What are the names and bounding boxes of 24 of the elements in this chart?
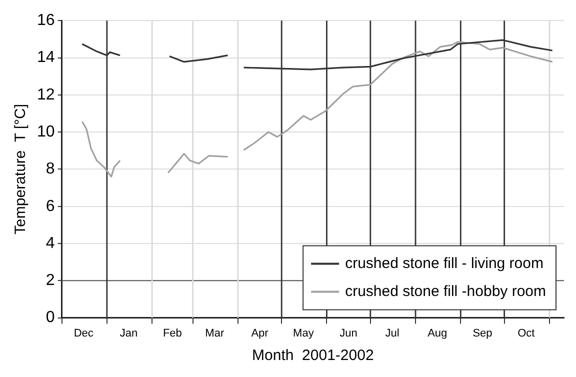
y-tick-label: 14 — [37, 49, 55, 66]
x-tick-label: May — [293, 327, 314, 340]
y-tick-label: 4 — [46, 234, 55, 252]
x-tick-label: Mar — [205, 327, 224, 340]
y-tick-label: 16 — [37, 12, 55, 30]
x-tick-label: Feb — [162, 327, 182, 340]
y-axis-title: Temperature T [°C] — [12, 104, 30, 234]
legend-label: crushed stone fill -hobby room — [345, 282, 546, 300]
x-tick-label: Jul — [385, 327, 400, 340]
legend-label: crushed stone fill - living room — [345, 254, 544, 272]
x-tick-label: Jan — [120, 327, 138, 340]
y-tick-label: 12 — [37, 86, 55, 104]
x-tick-label: Sep — [472, 327, 492, 340]
y-tick-label: 2 — [46, 272, 55, 290]
y-tick-label: 0 — [46, 309, 55, 326]
x-axis-title: Month 2001-2002 — [252, 347, 374, 364]
x-tick-label: Aug — [428, 327, 448, 340]
x-tick-label: Dec — [74, 327, 94, 340]
x-tick-label: Jun — [340, 327, 358, 340]
x-tick-label: Oct — [518, 327, 535, 340]
y-tick-label: 8 — [46, 160, 55, 178]
x-tick-label: Apr — [251, 327, 269, 340]
y-tick-label: 6 — [46, 198, 55, 215]
y-tick-label: 10 — [37, 123, 55, 140]
